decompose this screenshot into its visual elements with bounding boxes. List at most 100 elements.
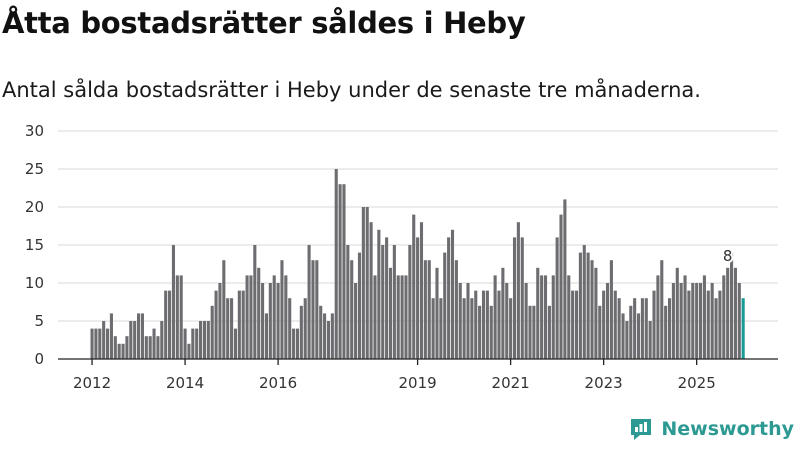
brand-name: Newsworthy [661,418,794,440]
bar [543,275,548,359]
bar [264,313,269,359]
bar [520,237,524,359]
bar [540,275,544,359]
bar [106,328,110,359]
latest-value-label: 8 [723,247,733,265]
bar [695,283,699,359]
bar [303,298,307,359]
bar [636,313,641,359]
bar [299,305,303,359]
bar [245,275,249,359]
bar [361,207,365,359]
newsworthy-logo[interactable]: Newsworthy [628,416,794,442]
bar [474,290,478,359]
bar [629,305,633,359]
bar [276,283,280,359]
bar [617,298,621,359]
bar [598,305,602,359]
bar [187,343,191,359]
bar [388,267,393,359]
bar [129,321,133,359]
bar [179,275,183,359]
bar [137,313,141,359]
bar [202,321,206,359]
bar [160,321,164,359]
bar [94,328,98,359]
bar [102,321,106,359]
x-tick-label: 2019 [399,374,437,392]
bar [567,275,571,359]
bar [206,321,210,359]
bar [718,290,722,359]
bar [462,298,466,359]
bar [485,290,489,359]
bar [280,260,284,359]
bar [501,267,505,359]
bar [334,169,338,359]
bar [594,267,598,359]
bar [237,290,241,359]
bar [458,283,462,359]
bar [532,305,536,359]
bar [249,275,253,359]
bar [373,275,377,359]
bar [555,237,559,359]
bar [183,328,187,359]
bar [319,305,323,359]
bar [450,229,455,359]
bar [431,298,435,359]
bar [516,222,520,359]
bar [524,283,528,359]
bar [675,267,679,359]
bar [233,328,237,359]
bar [222,260,226,359]
newsworthy-logo-icon [631,419,652,440]
bar [152,328,156,359]
bar [671,283,675,359]
bar [261,283,265,359]
bar [357,252,362,359]
bar [326,321,331,359]
x-tick-label: 2023 [585,374,623,392]
bar [447,237,451,359]
bar [218,283,222,359]
bar [396,275,400,359]
bar [338,184,342,359]
bar [230,298,234,359]
bar [551,275,555,359]
bar [404,275,408,359]
bar [168,290,172,359]
bar [667,298,672,359]
bar [144,336,148,359]
bar [109,313,113,359]
y-tick-label: 25 [25,160,44,178]
x-tick-label: 2025 [678,374,716,392]
bar [489,305,493,359]
bar [644,298,648,359]
bar [737,283,741,359]
bar [563,199,567,359]
bar [481,290,486,359]
bar [171,245,175,359]
bar [369,222,373,359]
bar [605,283,610,359]
y-tick-label: 10 [25,274,44,292]
bar [117,343,121,359]
x-tick-label: 2014 [166,374,204,392]
bar [419,222,424,359]
bar [497,290,501,359]
bar [125,336,129,359]
bar [602,290,606,359]
y-tick-labels: 0 5 10 15 20 25 30 [25,122,44,368]
bar [400,275,404,359]
bar [292,328,296,359]
bar [288,298,292,359]
bar [241,290,245,359]
bar [323,313,327,359]
bar [710,283,714,359]
bar [536,267,540,359]
bar [512,237,517,359]
bar [175,275,179,359]
bar [528,305,532,359]
bar [257,267,261,359]
